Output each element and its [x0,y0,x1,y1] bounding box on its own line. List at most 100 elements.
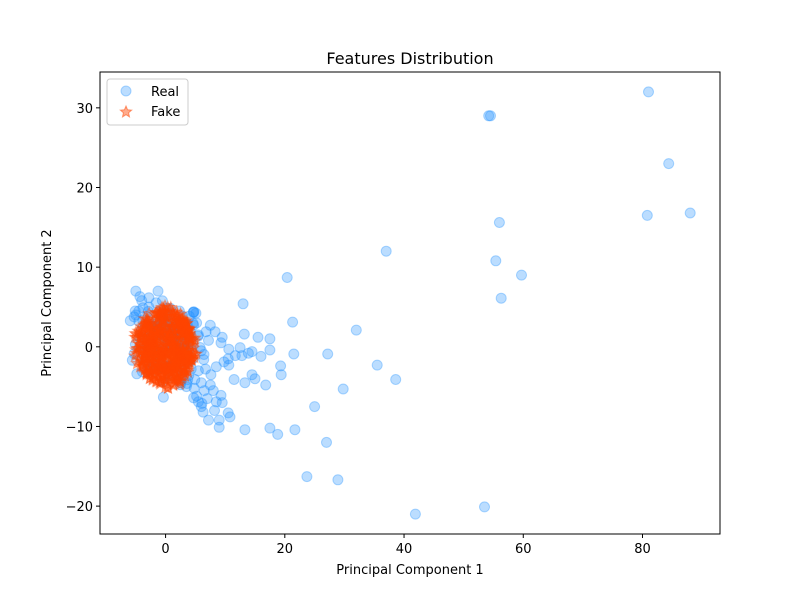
fake-point [129,346,144,360]
fake-point [149,374,164,388]
real-point [135,325,147,337]
fake-point [151,310,166,324]
fake-point [170,320,185,334]
real-point [153,328,165,340]
fake-point [159,373,174,387]
fake-point [170,349,185,363]
fake-point [175,342,190,356]
fake-point [139,366,154,380]
fake-point [137,346,152,360]
fake-point [140,351,155,365]
fake-point [164,331,179,345]
fake-point [155,343,170,357]
fake-point [145,342,160,356]
fake-point [159,360,174,374]
fake-point [155,351,169,365]
fake-point [147,323,162,338]
real-point [181,328,193,340]
fake-point [176,314,190,328]
fake-point [137,347,152,361]
fake-point [166,325,181,339]
fake-point [151,331,166,346]
real-point [164,308,176,320]
real-point [215,337,227,349]
real-point [332,474,344,486]
fake-point [143,343,158,357]
fake-point [166,378,181,392]
real-point [147,362,159,374]
fake-point [160,363,175,377]
fake-point [142,347,157,361]
fake-point [178,327,193,342]
fake-point [136,359,151,373]
fake-point [139,314,154,328]
fake-point [156,356,171,371]
real-point [156,314,168,326]
fake-point [171,368,186,382]
real-point [198,349,210,360]
fake-point [172,327,187,341]
fake-point [143,329,158,344]
real-point [168,322,180,334]
real-point [153,351,164,363]
fake-point [187,350,202,364]
real-point [203,414,214,426]
fake-point [142,306,157,320]
fake-point [173,319,188,334]
fake-point [145,371,160,385]
fake-point [179,316,194,330]
real-point [149,345,161,357]
real-point [152,324,164,335]
real-point [189,374,201,385]
fake-point [161,380,176,394]
fake-point [137,311,152,325]
fake-point [179,345,194,359]
fake-point [175,369,190,383]
fake-point [153,365,168,380]
fake-point [173,377,187,391]
real-point [148,320,160,332]
real-point [643,86,654,98]
fake-point [174,358,189,372]
real-point [175,377,186,389]
real-point [288,348,300,360]
real-point [153,344,165,356]
fake-point [180,324,195,339]
fake-point [166,349,181,364]
real-point [124,315,136,327]
fake-point [144,335,159,349]
real-point [203,334,214,346]
real-point [236,350,248,362]
fake-point [166,344,181,359]
fake-point [166,346,181,360]
real-point [223,359,235,371]
legend-label-real: Real [151,85,179,100]
fake-point [167,311,182,325]
fake-point [170,321,185,335]
fake-point [134,321,149,335]
fake-point [171,345,186,359]
fake-point [149,374,164,388]
fake-point [131,323,146,337]
x-tick-label: 60 [515,542,532,557]
fake-point [166,364,181,378]
real-point [152,325,164,337]
legend-marker-real [120,85,132,97]
real-point [160,363,172,374]
fake-point [181,326,196,340]
fake-point [171,314,186,328]
fake-point [140,361,155,375]
fake-point [181,328,196,343]
real-point [213,421,225,433]
fake-point [167,361,182,376]
fake-point [165,306,180,320]
x-axis: 0 20 40 60 80 [161,534,651,557]
real-point [153,361,165,373]
real-point [171,343,183,355]
fake-point [149,364,164,379]
fake-point [185,331,200,345]
real-point [134,291,146,303]
fake-point [177,325,192,339]
fake-point [141,321,156,335]
fake-point [155,359,169,373]
